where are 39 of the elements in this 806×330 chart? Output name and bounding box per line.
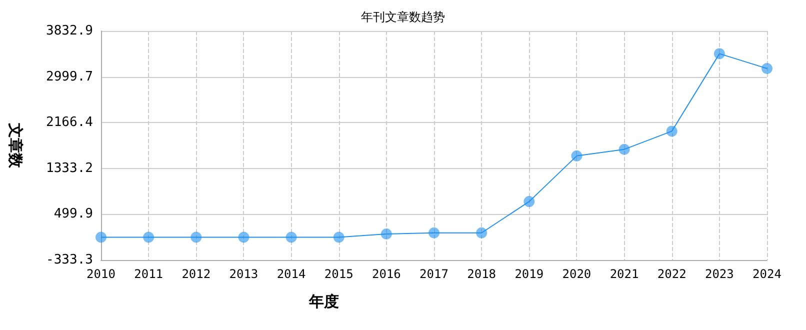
x-tick-label: 2017: [420, 267, 448, 281]
x-axis-title: 年度: [308, 292, 339, 310]
y-axis-title: 文章数: [6, 122, 24, 169]
x-tick-label: 2011: [134, 267, 164, 281]
point: [666, 126, 678, 137]
x-tick-label: 2015: [324, 267, 354, 281]
y-tick-label: -333.3: [46, 252, 93, 268]
x-tick-label: 2020: [562, 267, 592, 281]
point: [286, 232, 297, 243]
point: [238, 232, 250, 243]
y-tick-label: 2999.7: [46, 69, 93, 84]
point: [571, 150, 582, 162]
chart-title: 年刊文章数趋势: [361, 10, 445, 24]
point: [96, 232, 106, 243]
x-tick-label: 2018: [467, 267, 496, 281]
x-tick-label: 2019: [514, 267, 544, 281]
point: [428, 227, 440, 238]
y-tick-label: 499.9: [54, 206, 93, 222]
x-tick-label: 2013: [229, 267, 258, 281]
y-tick-label: 1333.2: [46, 160, 93, 176]
point: [476, 227, 488, 238]
point: [333, 232, 344, 243]
y-tick-label: 2166.4: [46, 115, 94, 130]
x-tick-label: 2021: [610, 267, 639, 281]
y-tick-label: 3832.9: [46, 24, 93, 38]
point: [190, 232, 202, 243]
x-tick-label: 2016: [372, 267, 401, 281]
point: [714, 48, 725, 60]
x-tick-label: 2024: [752, 267, 782, 281]
point: [524, 196, 535, 208]
point: [143, 232, 154, 243]
x-tick-label: 2012: [182, 267, 211, 281]
point: [380, 228, 392, 240]
x-tick-label: 2022: [657, 267, 686, 281]
x-tick-label: 2014: [276, 267, 306, 281]
point: [618, 144, 630, 155]
x-tick-label: 2023: [704, 267, 734, 281]
x-tick-label: 2010: [86, 267, 116, 281]
point: [762, 63, 772, 74]
